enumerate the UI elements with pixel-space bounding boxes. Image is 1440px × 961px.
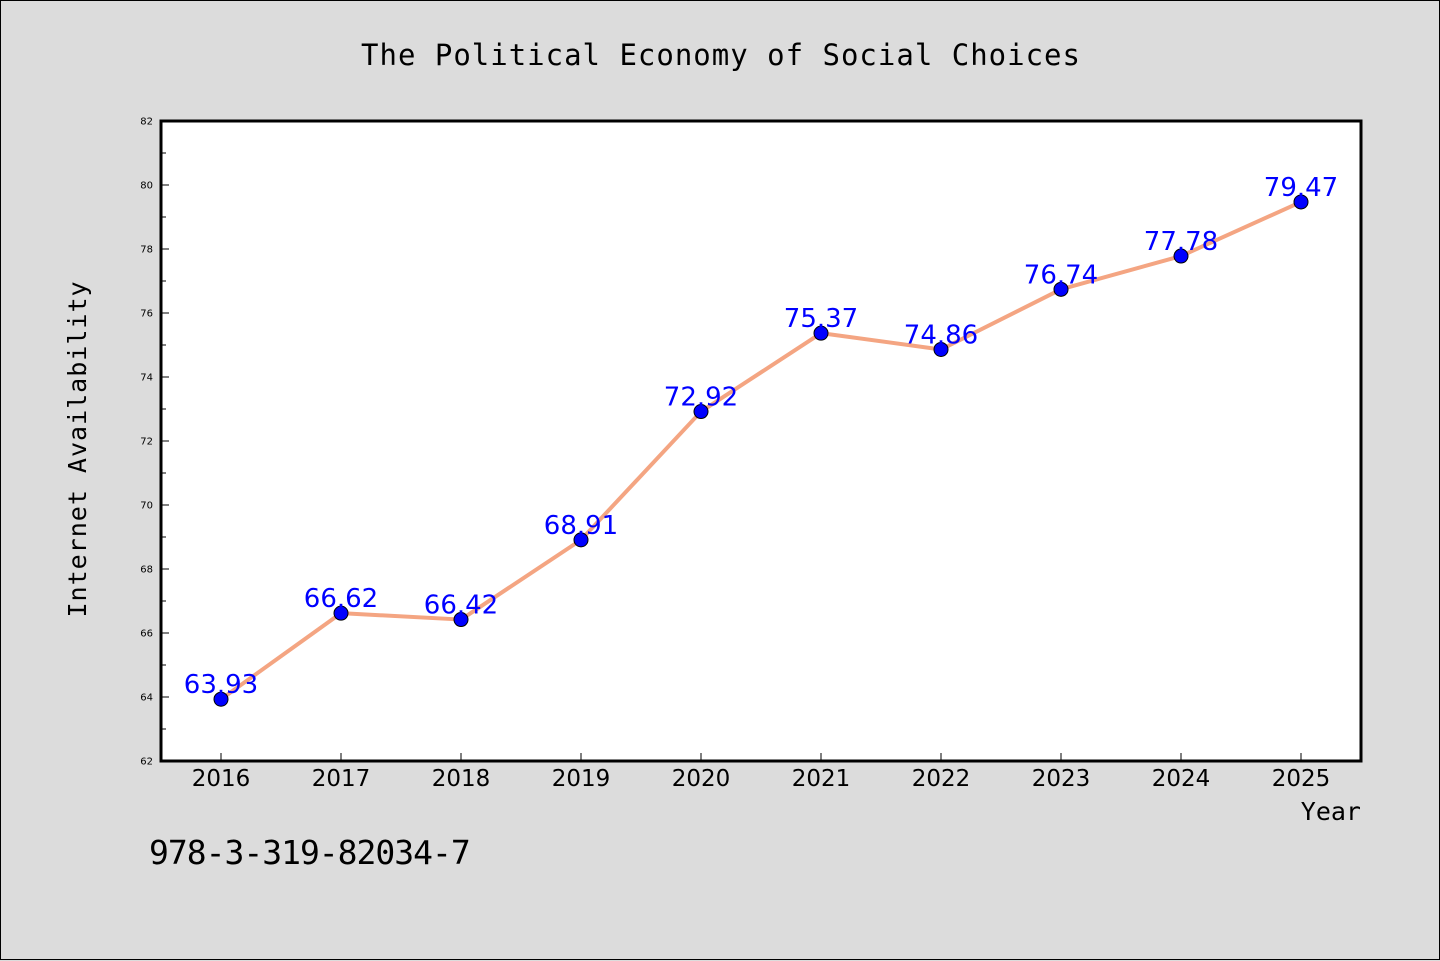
data-label: 63.93 xyxy=(184,670,258,700)
chart-title: The Political Economy of Social Choices xyxy=(361,38,1081,72)
x-tick-label: 2017 xyxy=(312,766,371,792)
y-tick-label: 72 xyxy=(140,437,153,448)
y-tick-label: 64 xyxy=(140,693,153,704)
x-tick-label: 2025 xyxy=(1272,766,1331,792)
data-label: 75.37 xyxy=(784,304,858,334)
y-axis-label: Internet Availability xyxy=(63,280,92,617)
data-point xyxy=(213,691,229,707)
x-tick-label: 2023 xyxy=(1032,766,1091,792)
y-tick-label: 80 xyxy=(140,181,153,192)
series-line xyxy=(219,199,1303,702)
y-tick-label: 62 xyxy=(140,757,153,768)
data-point xyxy=(1053,281,1069,297)
data-point xyxy=(1173,248,1189,264)
x-tick-label: 2020 xyxy=(672,766,731,792)
data-point xyxy=(693,404,709,420)
x-axis: 2016 2017 2018 2019 2020 2021 2022 2023 2024 2025 xyxy=(192,753,1331,792)
data-label: 72.92 xyxy=(664,383,738,413)
data-point xyxy=(573,532,589,548)
y-tick-label: 76 xyxy=(140,309,153,320)
isbn-label: 978-3-319-82034-7 xyxy=(149,833,471,872)
data-label: 68.91 xyxy=(544,511,618,541)
data-point xyxy=(1293,194,1309,210)
data-label: 66.42 xyxy=(424,591,498,621)
y-tick-label: 74 xyxy=(140,373,153,384)
y-axis: 62 64 66 68 70 72 74 76 78 80 82 xyxy=(140,117,169,768)
data-label: 77.78 xyxy=(1144,227,1218,257)
data-label: 79.47 xyxy=(1264,173,1338,203)
x-axis-label: Year xyxy=(1301,797,1361,826)
series-layer: 63.93 66.62 66.42 68.91 72.92 75.37 74.86 76.74… xyxy=(184,173,1338,707)
data-point xyxy=(453,612,469,628)
data-label: 76.74 xyxy=(1024,260,1098,290)
x-tick-label: 2019 xyxy=(552,766,611,792)
y-tick-label: 78 xyxy=(140,245,153,256)
plot-area xyxy=(161,121,1361,761)
y-tick-label: 82 xyxy=(140,117,153,128)
x-tick-label: 2021 xyxy=(792,766,851,792)
x-tick-label: 2018 xyxy=(432,766,491,792)
data-point xyxy=(933,341,949,357)
data-label: 74.86 xyxy=(904,320,978,350)
data-point xyxy=(813,325,829,341)
y-tick-label: 70 xyxy=(140,501,153,512)
y-tick-label: 66 xyxy=(140,629,153,640)
x-tick-label: 2022 xyxy=(912,766,971,792)
y-tick-label: 68 xyxy=(140,565,153,576)
x-tick-label: 2016 xyxy=(192,766,251,792)
plot-frame xyxy=(159,119,1363,763)
data-label: 66.62 xyxy=(304,584,378,614)
x-tick-label: 2024 xyxy=(1152,766,1211,792)
data-point xyxy=(333,605,349,621)
